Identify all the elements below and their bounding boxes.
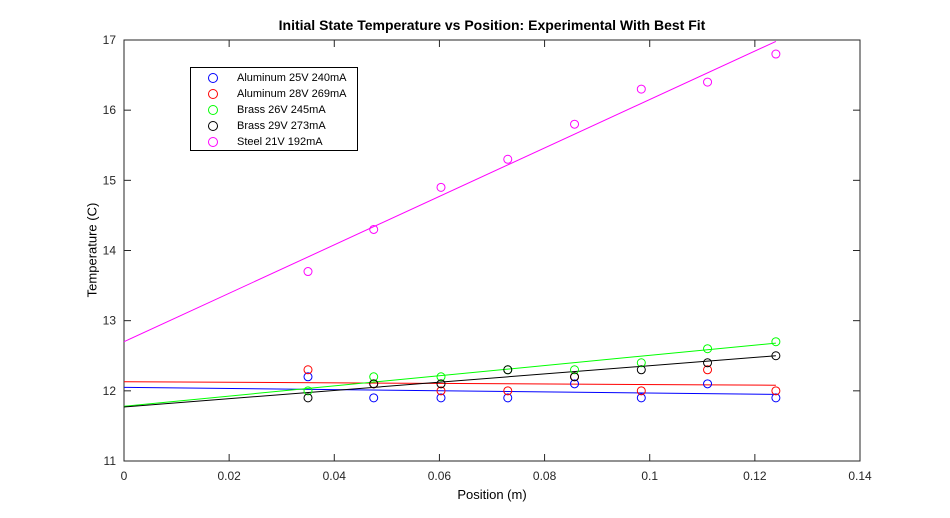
legend-entry: Steel 21V 192mA [191,134,357,150]
data-point [369,379,379,389]
data-point [570,119,580,129]
legend-entry: Brass 26V 245mA [191,102,357,118]
data-point [771,49,781,59]
data-point [303,365,313,375]
legend-label: Brass 29V 273mA [237,120,326,132]
data-point [636,393,646,403]
legend-entry: Aluminum 28V 269mA [191,86,357,102]
data-point [503,365,513,375]
chart-title: Initial State Temperature vs Position: E… [278,17,706,33]
y-axis-label: Temperature (C) [84,202,100,298]
legend-label: Brass 26V 245mA [237,104,326,116]
legend-label: Aluminum 25V 240mA [237,72,347,84]
data-point [570,372,580,382]
data-point [703,379,713,389]
legend-marker-icon [208,137,218,147]
y-tick-label: 12 [103,384,117,398]
legend-marker-icon [208,73,218,83]
y-axis-ticks: 11 12 13 14 15 16 17 [103,33,860,468]
fit-line [123,386,776,395]
data-point [636,84,646,94]
legend-label: Steel 21V 192mA [237,136,323,148]
x-tick-label: 0.04 [323,469,347,483]
y-tick-label: 16 [103,103,117,117]
data-point [636,386,646,396]
data-points [303,49,781,403]
x-tick-label: 0.14 [848,469,872,483]
data-point [303,386,313,396]
data-point [771,393,781,403]
data-point [771,337,781,347]
data-point [570,365,580,375]
data-point [703,365,713,375]
y-tick-label: 11 [104,454,117,468]
data-point [570,379,580,389]
y-tick-label: 14 [103,244,117,258]
data-point [303,267,313,277]
fit-lines [123,40,777,408]
fit-line [123,355,776,408]
data-point [436,386,446,396]
legend-marker-icon [208,121,218,131]
data-point [303,372,313,382]
data-point [436,372,446,382]
data-point [436,393,446,403]
data-point [703,358,713,368]
data-point [436,182,446,192]
data-point [369,393,379,403]
x-tick-label: 0.12 [743,469,767,483]
data-point [771,351,781,361]
data-point [303,393,313,403]
data-point [369,372,379,382]
x-tick-label: 0.06 [428,469,452,483]
y-tick-label: 13 [103,314,117,328]
y-tick-label: 17 [103,33,117,47]
data-point [503,393,513,403]
fit-line [123,381,776,386]
y-tick-label: 15 [103,173,117,187]
legend-marker-icon [208,105,218,115]
data-point [636,365,646,375]
x-tick-label: 0 [121,469,128,483]
data-point [369,224,379,234]
data-point [703,344,713,354]
legend-label: Aluminum 28V 269mA [237,88,347,100]
fit-line [123,342,776,407]
legend: Aluminum 25V 240mA Aluminum 28V 269mA Br… [190,67,358,151]
x-tick-label: 0.08 [533,469,557,483]
data-point [703,77,713,87]
data-point [636,358,646,368]
x-tick-label: 0.02 [217,469,241,483]
legend-entry: Brass 29V 273mA [191,118,357,134]
legend-entry: Aluminum 25V 240mA [191,70,357,86]
legend-marker-icon [208,89,218,99]
data-point [436,379,446,389]
x-tick-label: 0.1 [641,469,658,483]
data-point [503,386,513,396]
x-axis-label: Position (m) [457,487,527,502]
data-point [771,386,781,396]
fit-line [123,40,777,343]
data-point [503,154,513,164]
x-axis-ticks: 0 0.02 0.04 0.06 0.08 0.1 0.12 0.14 [121,40,872,483]
